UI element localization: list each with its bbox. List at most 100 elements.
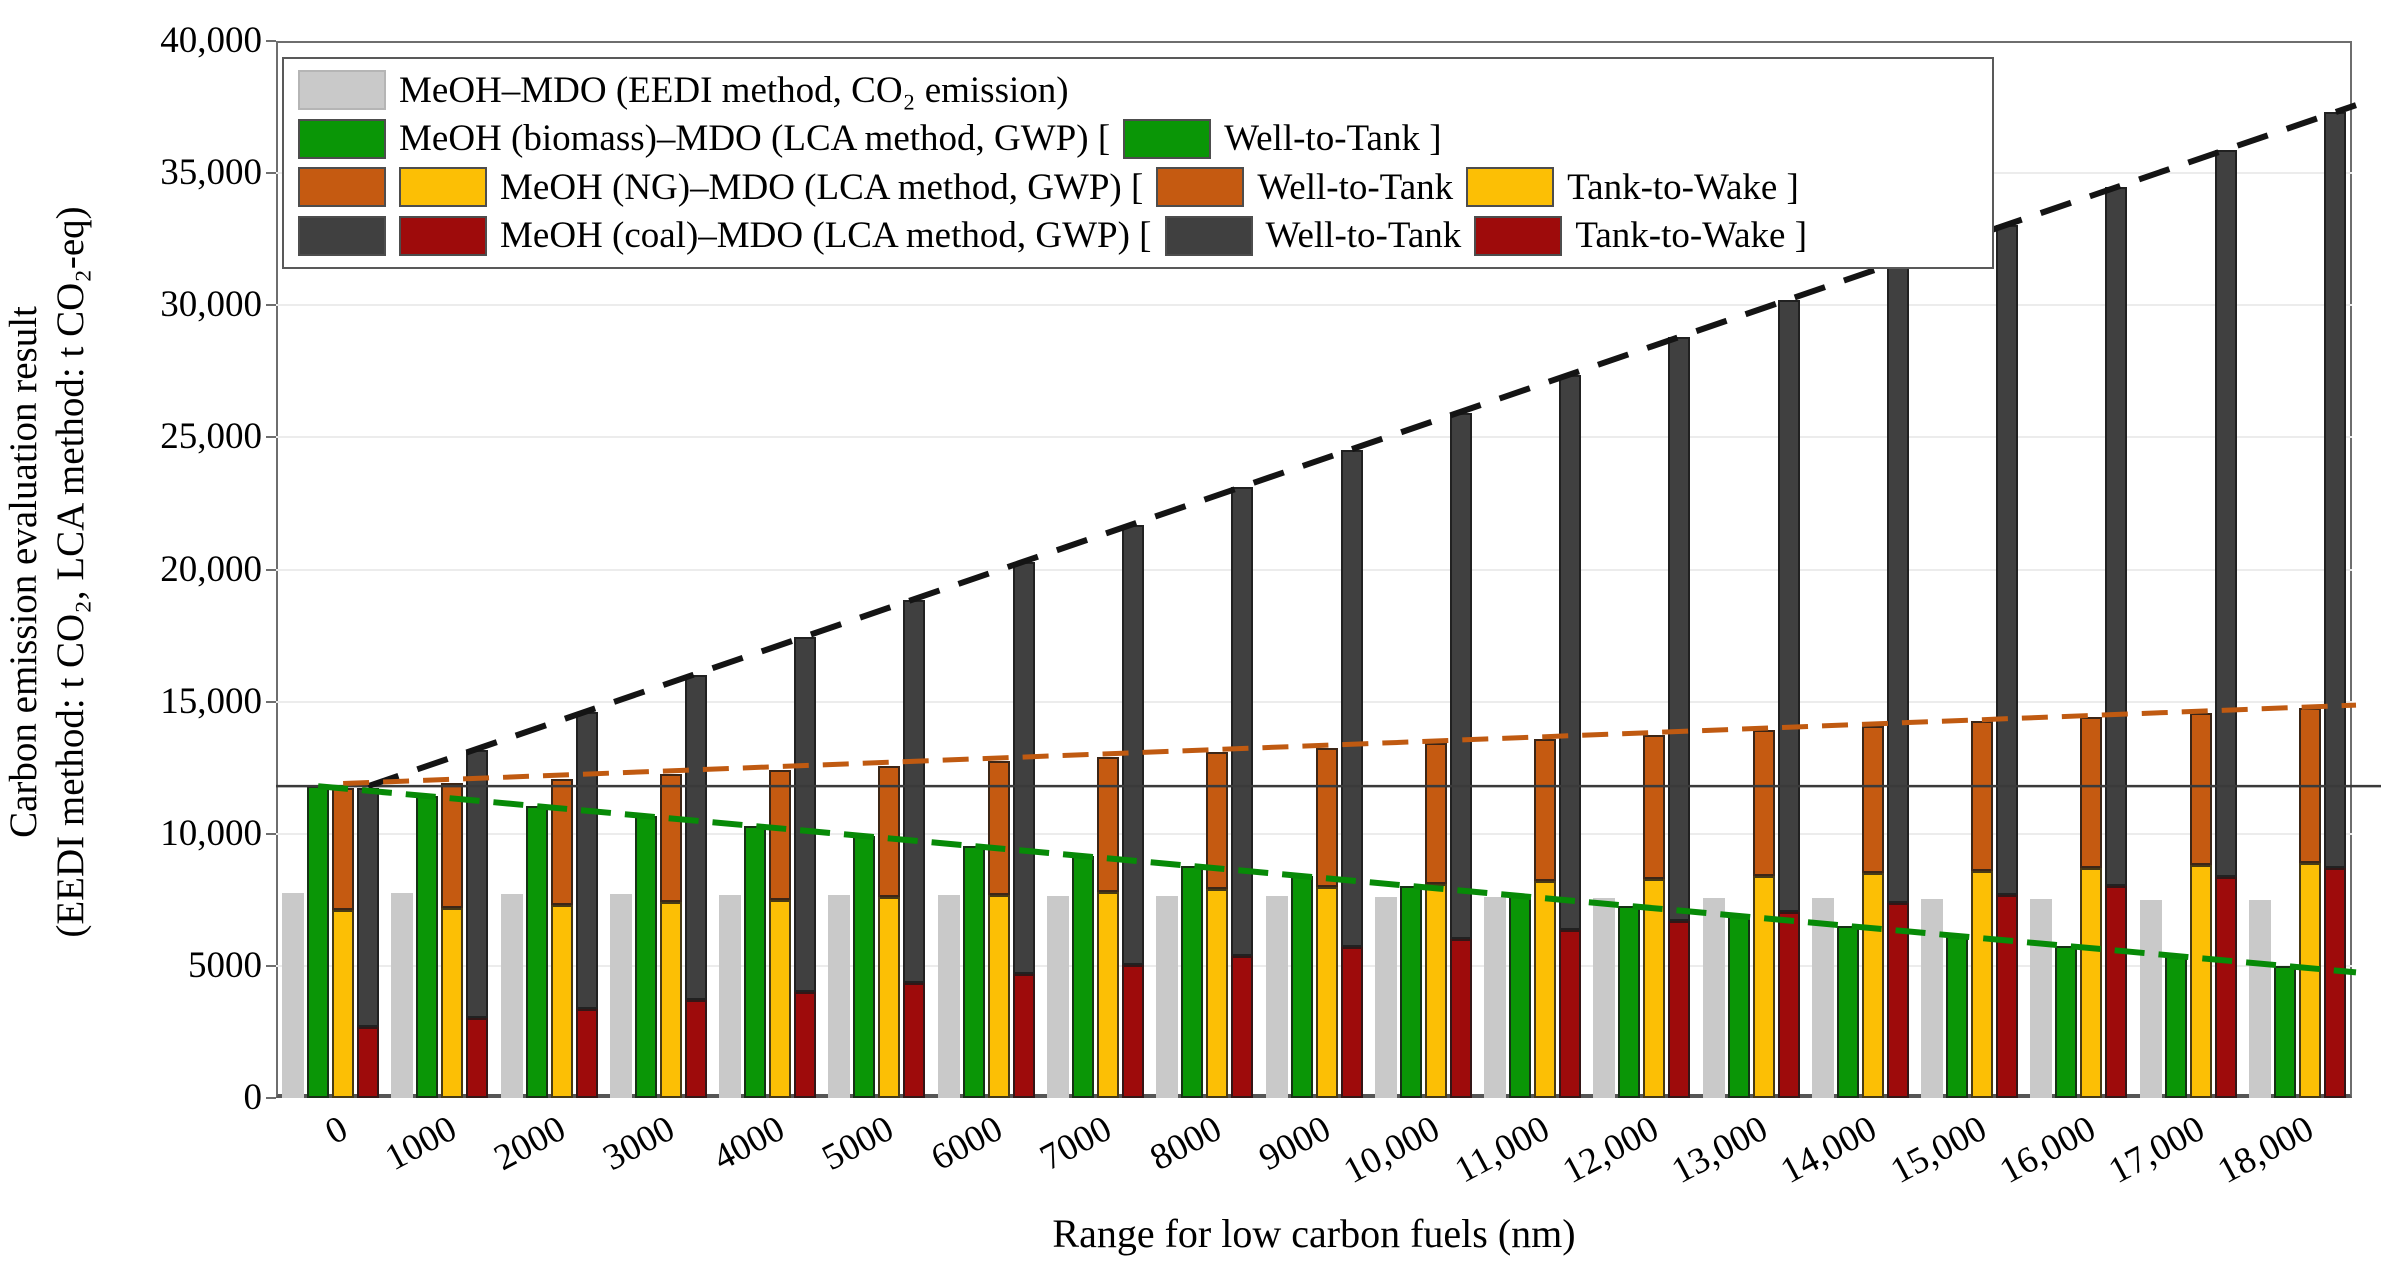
bar-biomass-wtt (1618, 905, 1641, 1098)
bar-ng-wtt (441, 783, 464, 908)
bar-eedi (1921, 898, 1944, 1098)
bar-coal-ttw (1340, 947, 1363, 1098)
bar-eedi (391, 893, 414, 1098)
y-tick-mark (266, 964, 276, 967)
bar-eedi (828, 895, 851, 1098)
bar-ng-ttw (987, 894, 1010, 1098)
bar-ng-wtt (1861, 725, 1884, 874)
y-tick-label: 40,000 (160, 20, 262, 61)
bar-coal-wtt (1777, 299, 1800, 913)
legend-row-biomass: MeOH (biomass)–MDO (LCA method, GWP) [ W… (298, 117, 1978, 160)
bar-eedi (1046, 895, 1069, 1098)
y-tick-label: 20,000 (160, 548, 262, 590)
biomass-wtt-swatch (1123, 118, 1212, 159)
bar-ng-wtt (1643, 734, 1666, 879)
bar-ng-wtt (1424, 743, 1447, 884)
bar-coal-wtt (684, 674, 707, 1001)
bar-coal-ttw (466, 1017, 489, 1098)
bar-coal-ttw (1777, 912, 1800, 1098)
bar-coal-ttw (575, 1008, 598, 1098)
bar-ng-ttw (1643, 878, 1666, 1098)
legend-row-eedi: MeOH–MDO (EEDI method, CO₂ emission) (298, 69, 1978, 112)
bar-ng-ttw (2080, 868, 2103, 1098)
bar-eedi (1702, 897, 1725, 1098)
y-tick-mark (266, 568, 276, 571)
legend-label-biomass: MeOH (biomass)–MDO (LCA method, GWP) [ (399, 118, 1111, 160)
y-tick-label: 10,000 (160, 812, 262, 854)
bar-ng-ttw (2189, 865, 2212, 1098)
bar-ng-ttw (1424, 883, 1447, 1098)
y-tick-label: 15,000 (160, 680, 262, 722)
bar-ng-ttw (1861, 873, 1884, 1098)
ng-wtt-swatch (1156, 167, 1245, 208)
bar-coal-wtt (466, 749, 489, 1018)
bar-eedi (1811, 898, 1834, 1098)
bar-coal-wtt (2323, 112, 2346, 869)
legend-label-ng-wtt: Well-to-Tank (1257, 166, 1454, 208)
bar-ng-wtt (1315, 747, 1338, 887)
gridline (276, 436, 2352, 439)
bar-coal-wtt (794, 637, 817, 992)
bar-ng-ttw (1752, 876, 1775, 1098)
bar-biomass-wtt (2055, 945, 2078, 1098)
bar-coal-ttw (2214, 876, 2237, 1098)
legend-label-coal-wtt: Well-to-Tank (1265, 215, 1462, 257)
bar-coal-ttw (1668, 920, 1691, 1098)
bar-eedi (1593, 897, 1616, 1098)
bar-ng-ttw (659, 902, 682, 1098)
legend-row-coal: MeOH (coal)–MDO (LCA method, GWP) [ Well… (298, 214, 1978, 257)
bar-eedi (937, 895, 960, 1098)
bar-ng-ttw (1534, 881, 1557, 1098)
bar-eedi (2030, 899, 2053, 1098)
bar-coal-wtt (903, 599, 926, 983)
bar-ng-wtt (1206, 752, 1229, 890)
legend-label-ng: MeOH (NG)–MDO (LCA method, GWP) [ (500, 166, 1144, 208)
y-axis-title-line1: Carbon emission evaluation result (2, 306, 45, 838)
bar-eedi (719, 894, 742, 1098)
bar-ng-wtt (332, 787, 355, 911)
bar-eedi (2139, 899, 2162, 1098)
bar-coal-wtt (1121, 524, 1144, 966)
y-tick-mark (266, 304, 276, 307)
y-tick-mark (266, 1097, 276, 1099)
bar-coal-wtt (1340, 449, 1363, 948)
bar-eedi (609, 894, 632, 1098)
bar-coal-ttw (1012, 973, 1035, 1098)
bar-ng-ttw (1315, 886, 1338, 1098)
bar-biomass-wtt (525, 806, 548, 1098)
y-tick-mark (266, 436, 276, 439)
y-tick-mark (266, 832, 276, 835)
legend-label-coal: MeOH (coal)–MDO (LCA method, GWP) [ (500, 215, 1152, 257)
bar-ng-ttw (2298, 862, 2321, 1098)
bar-ng-wtt (878, 765, 901, 898)
y-tick-mark (266, 700, 276, 703)
legend-label-ng-ttw: Tank-to-Wake ] (1567, 166, 1799, 208)
bar-ng-wtt (2189, 712, 2212, 866)
bar-coal-wtt (1449, 412, 1472, 939)
bar-ng-ttw (1206, 889, 1229, 1098)
bar-ng-wtt (1096, 756, 1119, 892)
bar-ng-wtt (769, 769, 792, 900)
legend: MeOH–MDO (EEDI method, CO₂ emission) MeO… (282, 57, 1994, 269)
bar-biomass-wtt (1399, 886, 1422, 1098)
bar-coal-ttw (684, 1000, 707, 1098)
bar-coal-ttw (1121, 965, 1144, 1098)
bar-coal-wtt (1668, 337, 1691, 921)
bar-eedi (1374, 896, 1397, 1098)
bar-ng-wtt (2080, 716, 2103, 869)
y-axis-title-line2: (EEDI method: t CO₂, LCA method: t CO₂-e… (49, 206, 92, 938)
bar-biomass-wtt (634, 816, 657, 1098)
y-tick-mark (266, 40, 276, 42)
y-tick-label: 35,000 (160, 152, 262, 194)
bar-ng-wtt (550, 778, 573, 906)
gridline (276, 700, 2352, 703)
bar-coal-ttw (903, 982, 926, 1098)
coal-ttw-swatch (1474, 215, 1563, 256)
bar-ng-wtt (2298, 708, 2321, 863)
bar-coal-wtt (1231, 487, 1254, 957)
bar-biomass-wtt (1836, 925, 1859, 1098)
legend-label-eedi: MeOH–MDO (EEDI method, CO₂ emission) (399, 69, 1069, 111)
bar-eedi (1156, 896, 1179, 1098)
bar-coal-wtt (1012, 562, 1035, 974)
